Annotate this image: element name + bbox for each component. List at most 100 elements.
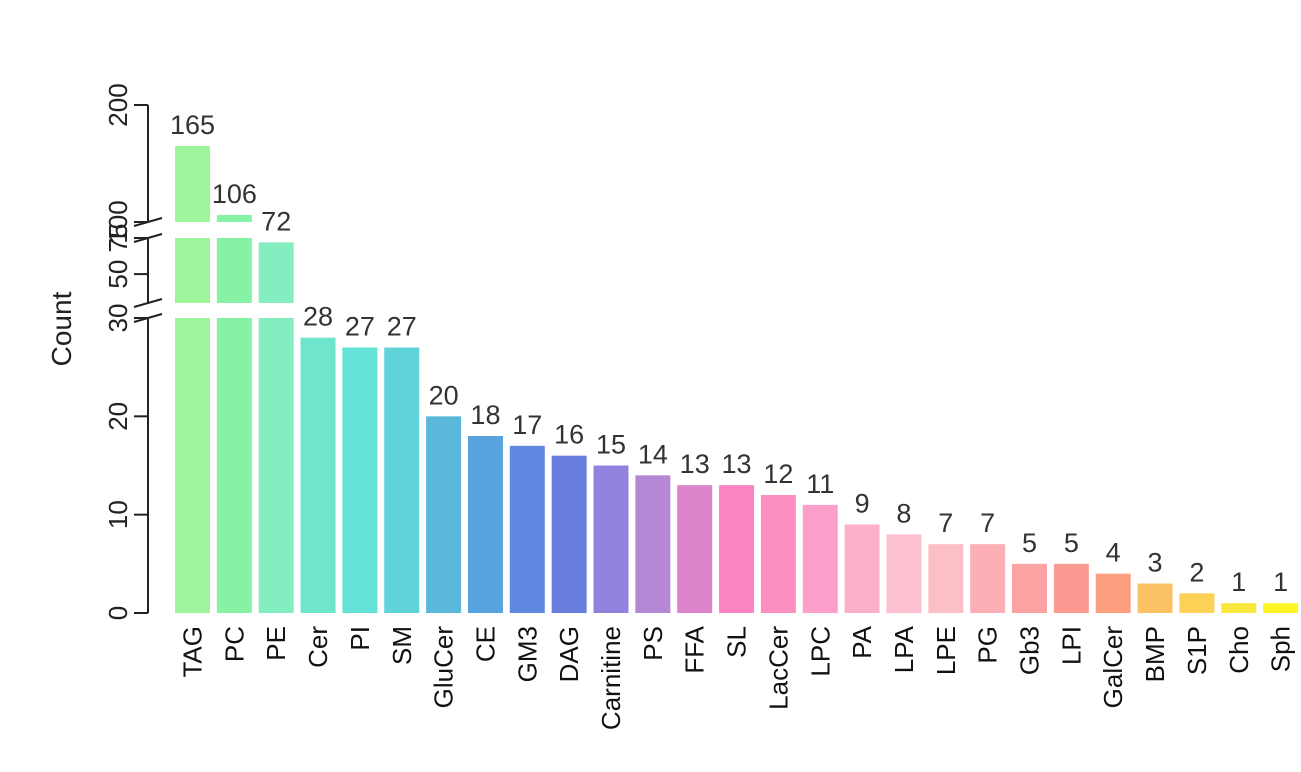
bar-cho <box>1221 603 1257 613</box>
y-tick-label: 75 <box>103 224 133 253</box>
x-tick-label: BMP <box>1140 626 1170 682</box>
bar-carnitine <box>593 465 629 613</box>
bar-pi <box>342 347 378 613</box>
bar-pe <box>258 318 294 613</box>
axis-break-mark <box>133 313 163 323</box>
x-tick-label: GM3 <box>512 626 542 682</box>
category-labels: TAG PC PE Cer PI SM GluCer CE GM3 DAG Carnitine PS F… <box>178 625 1296 730</box>
data-label: 18 <box>470 400 500 430</box>
bar-ps <box>635 475 671 613</box>
bar-tag <box>175 318 210 613</box>
bar-ffa <box>677 485 713 613</box>
bar-galcer <box>1095 573 1131 613</box>
data-label: 9 <box>855 489 870 519</box>
data-label: 2 <box>1189 557 1204 587</box>
x-tick-label: GalCer <box>1098 626 1128 709</box>
data-label: 20 <box>429 380 459 410</box>
x-tick-label: CE <box>470 626 500 662</box>
y-tick-label: 0 <box>103 606 133 620</box>
data-label: 1 <box>1273 567 1288 597</box>
data-label: 28 <box>303 302 333 332</box>
data-label: 5 <box>1064 528 1079 558</box>
x-tick-label: PC <box>219 626 249 662</box>
x-tick-label: Cho <box>1224 626 1254 674</box>
y-tick-label: 200 <box>103 83 133 126</box>
bar-lpc <box>802 504 838 613</box>
data-label: 16 <box>554 420 584 450</box>
bar-sph <box>1263 603 1299 613</box>
bar-bmp <box>1137 583 1173 613</box>
x-tick-label: PS <box>638 626 668 661</box>
bar-lpe <box>928 544 964 613</box>
data-label: 8 <box>896 498 911 528</box>
bars <box>175 145 1299 613</box>
y-tick-label: 50 <box>103 260 133 289</box>
bar-laccer <box>760 495 796 613</box>
bar-tag <box>175 238 210 303</box>
x-tick-label: S1P <box>1182 626 1212 675</box>
data-label: 4 <box>1106 538 1121 568</box>
data-label: 1 <box>1231 567 1246 597</box>
y-axis-title: Count <box>46 291 77 366</box>
y-tick-label: 20 <box>103 402 133 431</box>
data-label: 7 <box>938 508 953 538</box>
bar-gb3 <box>1012 563 1047 613</box>
x-tick-label: Carnitine <box>596 626 626 730</box>
bar-lpi <box>1053 563 1089 613</box>
data-label: 11 <box>806 469 834 499</box>
x-tick-label: GluCer <box>429 626 459 709</box>
x-tick-label: LPC <box>805 626 835 677</box>
x-tick-label: LPA <box>889 625 919 673</box>
y-tick-label: 10 <box>103 500 133 529</box>
data-label: 3 <box>1148 548 1163 578</box>
data-label: 7 <box>980 508 995 538</box>
x-tick-label: SM <box>387 626 417 665</box>
bar-sl <box>719 485 755 613</box>
data-label: 165 <box>170 110 215 140</box>
bar-sm <box>384 347 420 613</box>
bar-ce <box>467 436 503 613</box>
data-label: 15 <box>596 430 626 460</box>
y-tick-label: 30 <box>103 304 133 333</box>
data-label: 106 <box>212 179 257 209</box>
bar-cer <box>300 337 336 613</box>
x-tick-label: LacCer <box>763 626 793 710</box>
x-tick-label: Cer <box>303 626 333 668</box>
x-tick-label: Gb3 <box>1015 626 1045 675</box>
axis-break-mark <box>133 233 163 243</box>
x-tick-label: PE <box>261 626 291 661</box>
bar-tag <box>175 145 210 222</box>
bar-pc <box>216 238 252 303</box>
bar-pa <box>844 524 880 613</box>
bar-s1p <box>1179 593 1215 613</box>
x-tick-label: PG <box>973 626 1003 664</box>
bar-pg <box>970 544 1006 613</box>
y-tick-label: 100 <box>103 200 133 243</box>
x-tick-label: TAG <box>178 626 208 678</box>
data-label: 27 <box>387 312 417 342</box>
bar-glucer <box>426 416 462 613</box>
x-tick-label: PI <box>345 626 375 651</box>
bar-lpa <box>886 534 922 613</box>
data-label: 14 <box>638 439 668 469</box>
data-label: 12 <box>763 459 793 489</box>
data-label: 72 <box>261 206 291 236</box>
bar-pe <box>258 242 294 303</box>
data-label: 13 <box>722 449 752 479</box>
data-label: 5 <box>1022 528 1037 558</box>
x-tick-label: PA <box>847 625 877 658</box>
x-tick-label: SL <box>722 626 752 658</box>
data-label: 13 <box>680 449 710 479</box>
x-tick-label: Sph <box>1266 626 1296 672</box>
x-tick-label: DAG <box>554 626 584 682</box>
bar-pc <box>216 214 252 222</box>
data-label: 27 <box>345 312 375 342</box>
data-label: 17 <box>512 410 542 440</box>
bar-pc <box>216 318 252 613</box>
x-tick-label: LPI <box>1056 626 1086 665</box>
bar-dag <box>551 455 587 613</box>
x-tick-label: LPE <box>931 626 961 675</box>
